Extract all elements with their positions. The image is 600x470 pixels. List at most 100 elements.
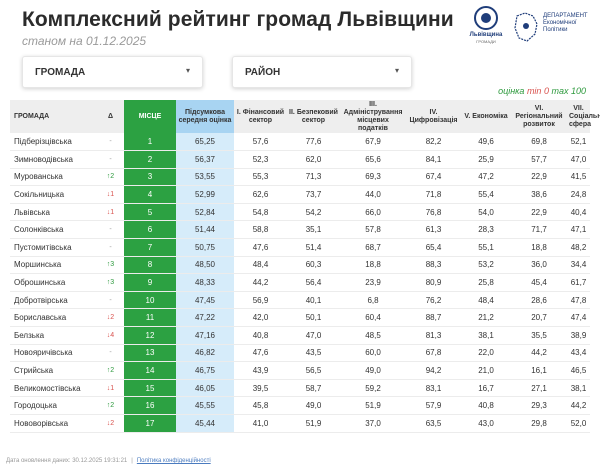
row-finance: 48,4 xyxy=(234,256,287,275)
table-row[interactable]: Стрийська ↑2 14 46,75 43,9 56,5 49,0 94,2 21,0 16… xyxy=(10,361,590,380)
table-row[interactable]: Оброшинська ↑3 9 48,33 44,2 56,4 23,9 80,9 25,8 4… xyxy=(10,273,590,292)
table-row[interactable]: Городоцька ↑2 16 45,55 45,8 49,0 51,9 57,9 40,8 2… xyxy=(10,396,590,415)
col-hromada[interactable]: ГРОМАДА xyxy=(10,100,97,133)
row-security: 35,1 xyxy=(287,220,340,240)
logo-sub: ГРОМАДИ xyxy=(476,39,496,44)
row-digital: 67,8 xyxy=(406,344,461,363)
row-finance: 57,6 xyxy=(234,133,287,152)
row-security: 54,2 xyxy=(287,203,340,222)
row-taxes: 60,0 xyxy=(340,344,406,363)
department-logo[interactable]: ДЕПАРТАМЕНТ Економічної Політики xyxy=(513,10,595,46)
row-taxes: 6,8 xyxy=(340,291,406,310)
row-name: Львівська xyxy=(10,203,97,222)
row-security: 51,4 xyxy=(287,238,340,257)
row-delta: ↑3 xyxy=(97,256,124,275)
row-social: 46,5 xyxy=(567,361,590,380)
row-average: 47,22 xyxy=(176,308,234,328)
row-place: 8 xyxy=(124,256,176,275)
hromada-dropdown[interactable]: ГРОМАДА ▾ xyxy=(22,56,203,88)
row-security: 56,5 xyxy=(287,361,340,380)
row-digital: 82,2 xyxy=(406,133,461,152)
row-regional: 38,6 xyxy=(511,185,567,204)
table-row[interactable]: Белзька ↓4 12 47,16 40,8 47,0 48,5 81,3 38,1 35,5… xyxy=(10,326,590,345)
row-delta: ↑2 xyxy=(97,396,124,415)
table-row[interactable]: Мурованська ↑2 3 53,55 55,3 71,3 69,3 67,4 47,2 2… xyxy=(10,168,590,187)
row-regional: 69,8 xyxy=(511,133,567,152)
row-digital: 83,1 xyxy=(406,379,461,398)
row-digital: 84,1 xyxy=(406,150,461,169)
col-social[interactable]: VII. Соціальна сфера xyxy=(567,100,600,133)
row-economy: 21,0 xyxy=(461,361,511,380)
row-name: Стрийська xyxy=(10,361,97,380)
row-finance: 42,0 xyxy=(234,308,287,328)
col-digital[interactable]: IV. Цифровізація xyxy=(406,100,461,133)
row-name: Белзька xyxy=(10,326,97,345)
row-digital: 94,2 xyxy=(406,361,461,380)
raion-dropdown[interactable]: РАЙОН ▾ xyxy=(232,56,412,88)
row-finance: 47,6 xyxy=(234,344,287,363)
privacy-policy-link[interactable]: Політика конфіденційності xyxy=(136,458,211,464)
col-delta[interactable]: Δ xyxy=(97,100,124,133)
row-name: Новояричівська xyxy=(10,344,97,363)
row-place: 2 xyxy=(124,150,176,169)
table-row[interactable]: Бориславська ↓2 11 47,22 42,0 50,1 60,4 88,7 21,… xyxy=(10,308,590,328)
col-finance[interactable]: I. Фінансовий сектор xyxy=(234,100,287,133)
row-security: 40,1 xyxy=(287,291,340,310)
table-row[interactable]: Зимноводівська -2 56,37 52,3 62,0 65,6 84,1 25,… xyxy=(10,150,590,169)
col-average[interactable]: Підсумкова середня оцінка xyxy=(176,100,234,133)
row-regional: 18,8 xyxy=(511,238,567,257)
row-social: 38,9 xyxy=(567,326,590,345)
row-security: 73,7 xyxy=(287,185,340,204)
row-security: 58,7 xyxy=(287,379,340,398)
lvivshchyna-logo[interactable]: Львівщина ГРОМАДИ xyxy=(466,6,506,46)
chevron-down-icon: ▾ xyxy=(394,66,399,75)
table-row[interactable]: Підберізцівська -1 65,25 57,6 77,6 67,9 82,2 49… xyxy=(10,133,590,152)
table-row[interactable]: Моршинська ↑3 8 48,50 48,4 60,3 18,8 88,3 53,2 36… xyxy=(10,256,590,275)
table-row[interactable]: Солонківська -6 51,44 58,8 35,1 57,8 61,3 28,3 7… xyxy=(10,220,590,240)
row-digital: 71,8 xyxy=(406,185,461,204)
table-row[interactable]: Пустомитівська -7 50,75 47,6 51,4 68,7 65,4 55,… xyxy=(10,238,590,257)
row-finance: 54,8 xyxy=(234,203,287,222)
row-regional: 16,1 xyxy=(511,361,567,380)
row-finance: 40,8 xyxy=(234,326,287,345)
page-title: Комплексний рейтинг громад Львівщини xyxy=(22,8,454,31)
row-regional: 35,5 xyxy=(511,326,567,345)
row-delta: ↓4 xyxy=(97,326,124,345)
col-economy[interactable]: V. Економіка xyxy=(461,100,511,133)
score-legend: оцінка min 0 max 100 xyxy=(498,86,586,96)
table-body: Підберізцівська -1 65,25 57,6 77,6 67,9 82,2 49… xyxy=(10,133,590,433)
col-security[interactable]: II. Безпековий сектор xyxy=(287,100,340,133)
row-finance: 55,3 xyxy=(234,168,287,187)
row-social: 52,1 xyxy=(567,133,590,152)
table-row[interactable]: Сокільницька ↓1 4 52,99 62,6 73,7 44,0 71,8 55,4… xyxy=(10,185,590,204)
table-row[interactable]: Добротвірська -10 47,45 56,9 40,1 6,8 76,2 48,4… xyxy=(10,291,590,310)
row-economy: 25,8 xyxy=(461,273,511,292)
footer-separator: | xyxy=(131,458,133,464)
table-row[interactable]: Великомостівська ↓1 15 46,05 39,5 58,7 59,2 83,… xyxy=(10,379,590,398)
row-security: 60,3 xyxy=(287,256,340,275)
row-regional: 36,0 xyxy=(511,256,567,275)
row-delta: - xyxy=(97,220,124,240)
row-average: 47,45 xyxy=(176,291,234,310)
row-economy: 47,2 xyxy=(461,168,511,187)
table-row[interactable]: Новояричівська -13 46,82 47,6 43,5 60,0 67,8 22… xyxy=(10,344,590,363)
row-digital: 61,3 xyxy=(406,220,461,240)
table-row[interactable]: Нововорівська ↓2 17 45,44 41,0 51,9 37,0 63,5 43… xyxy=(10,414,590,433)
col-taxes[interactable]: III. Адміністрування місцевих податків xyxy=(340,100,406,133)
row-average: 53,55 xyxy=(176,168,234,187)
row-place: 16 xyxy=(124,396,176,415)
row-average: 56,37 xyxy=(176,150,234,169)
col-regional[interactable]: VI. Регіональний розвиток xyxy=(511,100,567,133)
row-finance: 58,8 xyxy=(234,220,287,240)
col-place[interactable]: МІСЦЕ xyxy=(124,100,176,133)
row-economy: 28,3 xyxy=(461,220,511,240)
row-security: 56,4 xyxy=(287,273,340,292)
row-economy: 16,7 xyxy=(461,379,511,398)
row-regional: 29,3 xyxy=(511,396,567,415)
update-timestamp: Дата оновлення даних: 30.12.2025 19:31:2… xyxy=(6,458,128,464)
region-map-icon xyxy=(514,12,538,42)
row-place: 1 xyxy=(124,133,176,152)
row-social: 41,5 xyxy=(567,168,590,187)
row-digital: 88,3 xyxy=(406,256,461,275)
table-row[interactable]: Львівська ↓1 5 52,84 54,8 54,2 66,0 76,8 54,0 22,… xyxy=(10,203,590,222)
